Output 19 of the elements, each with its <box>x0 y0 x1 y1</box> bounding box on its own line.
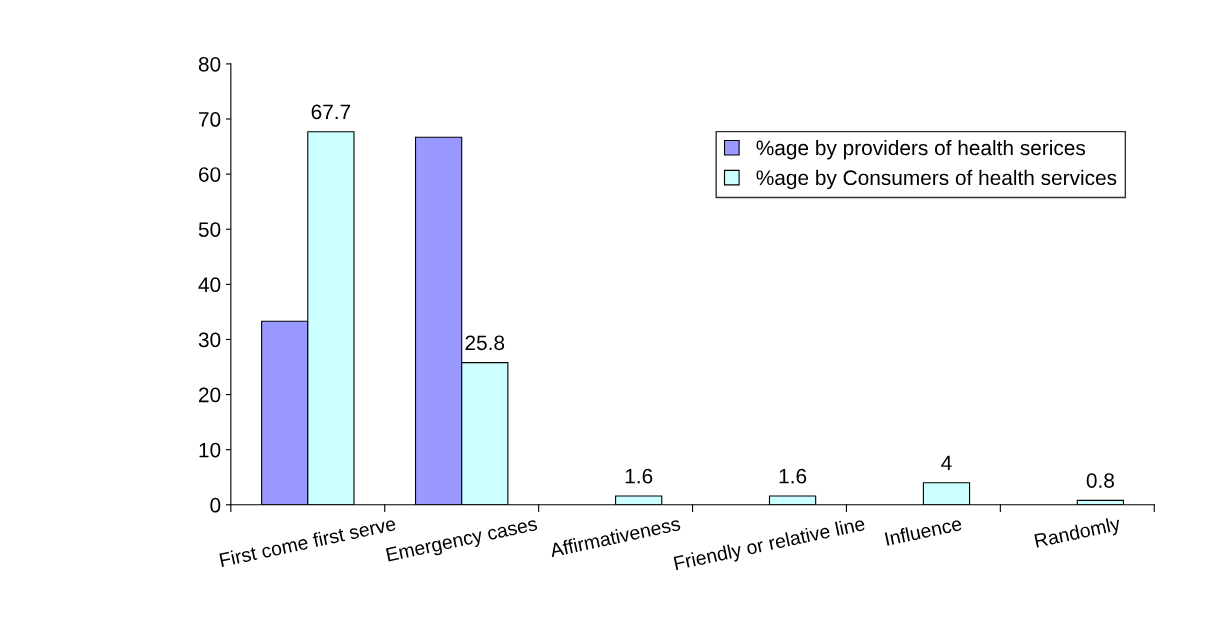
x-tick-label: Randomly <box>1034 515 1122 552</box>
y-tick-label: 70 <box>199 112 221 127</box>
y-tick-label: 80 <box>198 56 221 72</box>
data-label: 4 <box>941 455 952 471</box>
data-label: 1.6 <box>779 468 807 484</box>
legend-label: %age by providers of health serices <box>756 139 1086 160</box>
data-label: 25.8 <box>465 335 505 351</box>
data-label: 67.7 <box>311 104 351 120</box>
y-tick-label: 60 <box>199 167 221 182</box>
x-tick-label: Influence <box>884 516 963 546</box>
y-tick-label: 20 <box>199 387 221 403</box>
y-tick-label: 30 <box>198 332 221 348</box>
data-label: 1.6 <box>625 468 653 484</box>
y-tick-label: 10 <box>199 442 221 458</box>
legend-label: %age by Consumers of health services <box>756 169 1117 190</box>
y-tick-label: 40 <box>198 277 221 293</box>
y-tick-label: 50 <box>198 222 221 237</box>
y-tick-label: 0 <box>210 497 221 513</box>
data-label: 0.8 <box>1086 473 1114 488</box>
